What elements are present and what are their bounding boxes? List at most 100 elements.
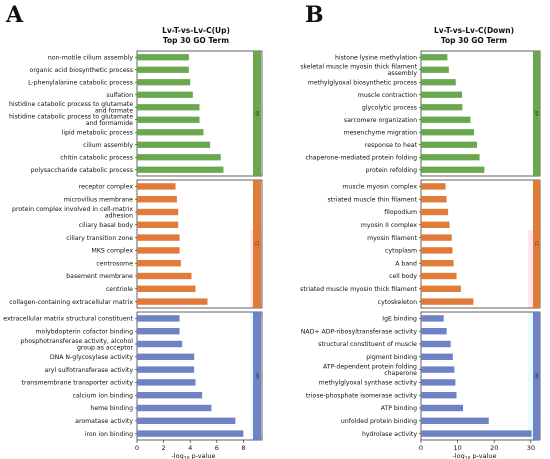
category-label-line: ATP-dependent protein folding xyxy=(323,363,417,370)
x-tick-label: 10 xyxy=(453,444,461,452)
chart-panel-a: A Lv-T-vs-Lv-C(Up)Top 30 GO Term BP non-mot… xyxy=(3,2,263,459)
bar xyxy=(137,353,195,360)
category-label: cytoskeleton xyxy=(378,299,417,306)
category-label: centrosome xyxy=(96,260,133,267)
bar xyxy=(137,328,180,335)
category-label: ATP-dependent protein folding chaperone xyxy=(323,363,417,377)
x-tick-label: 2 xyxy=(162,444,166,452)
category-label: chaperone-mediated protein folding xyxy=(305,154,417,161)
bar xyxy=(421,208,449,216)
group-frame xyxy=(136,50,263,177)
category-label: glycolytic process xyxy=(362,104,417,111)
bar xyxy=(421,285,461,292)
x-tick-label: 0 xyxy=(135,444,139,452)
bar xyxy=(137,404,212,412)
category-label: muscle contraction xyxy=(358,92,417,99)
bar xyxy=(137,141,211,148)
category-label: histidine catabolic process to glutamate… xyxy=(9,101,133,115)
x-axis-label: -log10 p-value xyxy=(452,452,496,459)
bar xyxy=(137,298,208,305)
category-label: receptor complex xyxy=(79,184,134,191)
category-label: hydrolase activity xyxy=(362,431,417,438)
category-label: skeletal muscle myosin thick filament ass… xyxy=(300,64,417,78)
category-label-line: chaperone xyxy=(384,370,417,377)
ontology-label: CC xyxy=(534,241,539,247)
category-label: cytoplasm xyxy=(385,248,417,255)
ontology-strip xyxy=(253,180,261,308)
category-label: ciliary transition zone xyxy=(66,235,133,242)
category-label: aryl sulfotransferase activity xyxy=(44,367,133,374)
category-label: calcium ion binding xyxy=(73,392,133,399)
bar xyxy=(137,79,191,86)
category-label: IgE binding xyxy=(382,316,417,323)
x-tick-label: 8 xyxy=(241,444,245,452)
bar xyxy=(421,54,448,61)
bar xyxy=(421,183,446,190)
ontology-strip xyxy=(253,51,261,176)
bar xyxy=(137,91,193,98)
category-label-line: and formamide xyxy=(86,120,133,127)
bar xyxy=(421,272,457,280)
bar xyxy=(421,417,489,424)
category-label: transmembrane transporter activity xyxy=(22,380,134,387)
category-label: filopodium xyxy=(384,209,417,216)
category-label-line: histidine catabolic process to glutamate xyxy=(9,101,133,108)
bar xyxy=(421,353,453,360)
bar xyxy=(137,430,244,437)
category-label-line: phosphotransferase activity, alcohol xyxy=(20,338,133,345)
bar xyxy=(421,66,449,73)
category-label: mesenchyme migration xyxy=(344,129,418,136)
category-label: methylglyoxal biosynthetic process xyxy=(308,79,417,86)
category-label: microvillus membrane xyxy=(64,196,133,203)
bar xyxy=(421,379,456,386)
category-label: centriole xyxy=(106,286,133,293)
bar xyxy=(421,166,485,173)
category-label: MKS complex xyxy=(91,248,133,255)
x-tick-label: 4 xyxy=(188,444,192,452)
bar xyxy=(137,392,203,399)
category-label: phosphotransferase activity, alcohol grou… xyxy=(20,338,133,352)
bar xyxy=(421,116,471,123)
category-label: muscle myosin complex xyxy=(342,184,417,191)
category-label: cell body xyxy=(389,273,417,280)
bar xyxy=(137,221,179,228)
x-tick-label: 0 xyxy=(419,444,423,452)
category-label: sulfation xyxy=(106,92,133,99)
category-label-line: protein complex involved in cell-matrix xyxy=(12,206,133,213)
ontology-strip xyxy=(533,180,540,308)
category-label: iron ion binding xyxy=(85,431,133,438)
category-label: organic acid biosynthetic process xyxy=(30,67,133,74)
bar xyxy=(137,417,236,424)
x-axis-label: -log10 p-value xyxy=(171,452,215,459)
bar xyxy=(137,183,176,190)
ontology-strip xyxy=(533,312,540,440)
bar xyxy=(137,104,200,111)
category-label: histone lysine methylation xyxy=(335,54,417,61)
bar xyxy=(421,260,454,267)
category-label: cilium assembly xyxy=(83,142,133,149)
bar xyxy=(421,104,463,111)
bar xyxy=(137,285,196,292)
group-frame xyxy=(136,311,263,441)
category-label: ATP binding xyxy=(381,405,417,412)
x-tick-label: 20 xyxy=(490,444,498,452)
category-label: extracellular matrix structural constitu… xyxy=(3,316,133,323)
bar xyxy=(421,141,478,148)
ontology-label: BP xyxy=(255,111,260,117)
category-label: DNA N-glycosylase activity xyxy=(50,354,133,361)
bar xyxy=(421,247,453,254)
bar xyxy=(137,272,192,280)
bar xyxy=(137,54,189,61)
bar xyxy=(421,298,474,305)
category-label: L-phenylalanine catabolic process xyxy=(28,79,133,86)
category-label: structural constituent of muscle xyxy=(318,341,417,348)
category-label-line: and formate xyxy=(95,108,133,115)
chart-title: Lv-T-vs-Lv-C(Up) xyxy=(162,26,230,35)
bar xyxy=(421,234,452,241)
bar xyxy=(421,154,480,161)
bar xyxy=(421,221,450,228)
category-label: basement membrane xyxy=(66,273,133,280)
category-label: protein refolding xyxy=(366,167,417,174)
category-label: aromatase activity xyxy=(75,418,133,425)
